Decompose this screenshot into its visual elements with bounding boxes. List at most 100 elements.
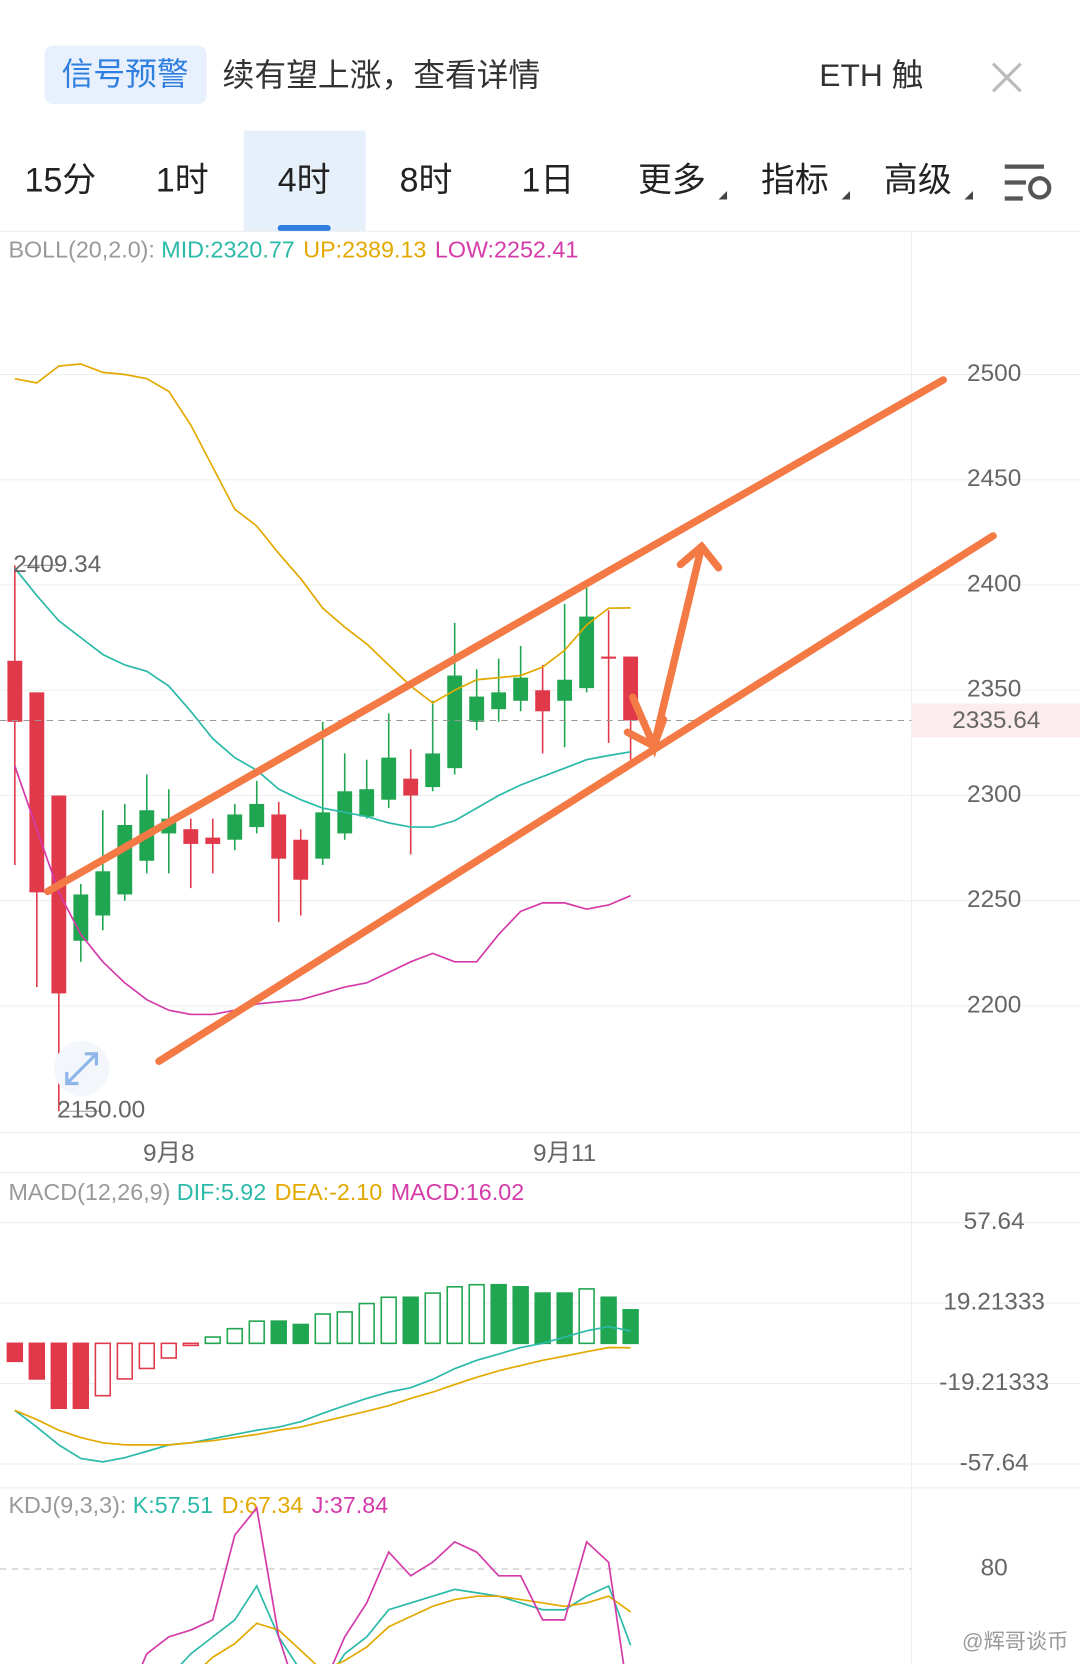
macd-bar: [468, 1283, 485, 1345]
max-label: 2409.34: [13, 551, 101, 578]
macd-bar: [160, 1342, 177, 1359]
y-tick-label: 80: [981, 1554, 1008, 1581]
trend-annotations: [43, 376, 997, 1065]
legend-entry: MACD:16.02: [391, 1179, 524, 1205]
macd-bar: [380, 1296, 397, 1345]
macd-bar: [512, 1286, 529, 1345]
tab[interactable]: 更多: [638, 161, 728, 200]
upper-channel: [43, 376, 947, 896]
tab-label: 8时: [400, 161, 453, 199]
lower-channel: [155, 532, 997, 1065]
panel: 2200 2250 2300 2350 2400 2450 2500 BOLL(20,2.0)…: [0, 237, 1080, 1167]
y-tick-label: 2350: [967, 676, 1021, 703]
tab[interactable]: 8时: [400, 161, 453, 199]
macd-bar: [226, 1327, 243, 1345]
arrow-path: [629, 542, 706, 758]
plots: 2200 2250 2300 2350 2400 2450 2500 BOLL(20,2.0)…: [0, 237, 1080, 1664]
y-tick-label: 57.64: [964, 1208, 1025, 1235]
candle-body: [535, 690, 551, 712]
series-line: [14, 363, 631, 704]
dropdown-mark: [964, 191, 973, 200]
candle-body: [315, 812, 331, 859]
macd-bar: [182, 1342, 199, 1347]
macd-bar: [292, 1323, 309, 1345]
series-line: [204, 1595, 632, 1664]
macd-bar: [270, 1320, 287, 1345]
candle-body: [293, 839, 309, 880]
macd-bar: [402, 1296, 419, 1345]
y-tick-label: -57.64: [960, 1449, 1029, 1476]
tag: 信号预警: [62, 56, 189, 92]
series-line: [141, 1505, 625, 1664]
legend-entry: DIF:5.92: [177, 1179, 266, 1205]
candle-body: [249, 803, 265, 828]
macd-bar: [248, 1320, 265, 1345]
panel: 80 KDJ(9,3,3): K:57.51 D:67.34 J:37.84: [0, 1492, 1008, 1664]
candle-body: [227, 814, 243, 840]
macd-bar: [600, 1296, 617, 1345]
legend-entry: LOW:2252.41: [435, 237, 578, 263]
tab-underline: [277, 224, 331, 232]
candle-body: [205, 837, 221, 844]
tab[interactable]: 1时: [156, 161, 209, 199]
tab-label: 高级: [884, 161, 952, 199]
series-line: [14, 567, 631, 828]
panel: 57.64 19.21333 -19.21333 -57.64 MACD(12,26,9…: [0, 1179, 1080, 1476]
macd-bar: [28, 1342, 46, 1380]
macd-bar: [72, 1342, 90, 1410]
macd-bar: [94, 1342, 112, 1397]
macd-bar: [578, 1288, 595, 1345]
tab[interactable]: 4时: [243, 130, 366, 232]
candle-body: [579, 616, 595, 689]
y-tick-label: 2450: [967, 465, 1021, 492]
tag-bg: [44, 45, 207, 104]
expand-icon: [65, 1052, 99, 1086]
tab-label: 1日: [522, 161, 575, 199]
plot-area: [6, 1283, 639, 1463]
timeframe-tabs: 15分 1时 4时 8时 1日 更多 指标 高级: [25, 130, 973, 232]
tab[interactable]: 1日: [522, 161, 575, 199]
legend-entry: D:67.34: [222, 1492, 304, 1518]
indicator-name: MACD(12,26,9): [8, 1179, 170, 1205]
tab-label: 更多: [638, 161, 706, 199]
ticker: ETH 触: [819, 57, 923, 93]
icon-lines: [1004, 164, 1044, 201]
macd-bar: [50, 1342, 68, 1410]
settings-icon[interactable]: [1004, 164, 1052, 201]
legend-entry: DEA:-2.10: [275, 1179, 383, 1205]
watermark: @辉哥谈币: [962, 1629, 1068, 1653]
candle-body: [95, 871, 111, 916]
dropdown-mark: [841, 191, 851, 200]
indicator-name: KDJ(9,3,3):: [8, 1492, 126, 1518]
candle-body: [117, 824, 133, 895]
tab-label: 4时: [278, 161, 331, 199]
macd-bar: [622, 1309, 639, 1345]
macd-bar: [116, 1342, 134, 1380]
macd-bar: [446, 1286, 463, 1345]
tab[interactable]: 指标: [761, 161, 851, 200]
candle-body: [491, 692, 507, 710]
expand-button[interactable]: [54, 1041, 110, 1097]
close-icon: [991, 62, 1022, 93]
tab[interactable]: 15分: [25, 161, 97, 199]
series-line: [14, 1346, 631, 1446]
candle-body: [557, 679, 573, 701]
tab-active-bg: [243, 130, 366, 232]
tab-label: 15分: [25, 161, 97, 199]
close-button[interactable]: [991, 62, 1022, 93]
candle-body: [381, 757, 397, 800]
macd-bar: [534, 1292, 551, 1345]
candle-body: [601, 656, 617, 659]
y-tick-label: 2300: [967, 781, 1021, 808]
y-tick-label: 2500: [967, 360, 1021, 387]
tab[interactable]: 高级: [884, 161, 973, 200]
series-line: [14, 1325, 631, 1463]
signal-banner[interactable]: 信号预警 续有望上涨，查看详情 ETH 触: [44, 45, 924, 104]
macd-bar: [6, 1342, 24, 1363]
legend-entry: K:57.51: [133, 1492, 213, 1518]
candle-body: [403, 778, 419, 796]
macd-bar: [314, 1313, 331, 1345]
candle-body: [51, 795, 67, 994]
x-tick-label: 9月8: [143, 1140, 194, 1167]
